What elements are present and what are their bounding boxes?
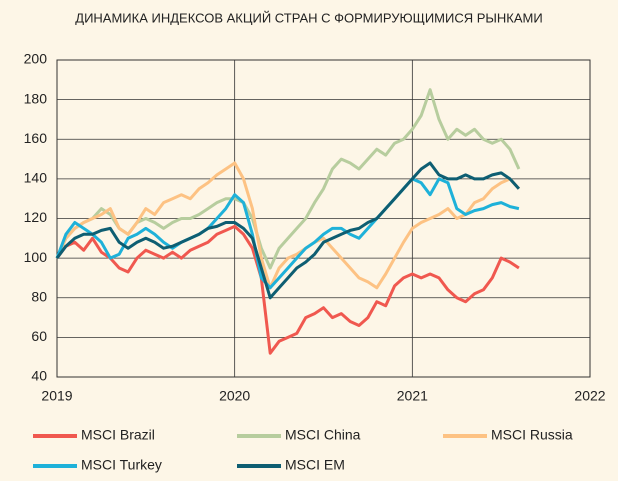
y-tick-label: 100 (24, 249, 48, 265)
x-tick-label: 2020 (219, 388, 250, 404)
series-line (55, 224, 520, 355)
y-tick-label: 80 (31, 288, 47, 304)
chart-title: ДИНАМИКА ИНДЕКСОВ АКЦИЙ СТРАН С ФОРМИРУЮ… (75, 10, 542, 25)
series-line (55, 177, 520, 290)
x-tick-label: 2021 (397, 388, 428, 404)
y-tick-label: 180 (24, 90, 48, 106)
series-line (55, 161, 521, 290)
y-tick-label: 60 (31, 328, 47, 344)
y-tick-label: 120 (24, 209, 48, 225)
y-tick-label: 40 (31, 368, 47, 384)
legend-label: MSCI Brazil (81, 427, 155, 443)
series-line (55, 161, 521, 300)
y-tick-label: 140 (24, 170, 48, 186)
y-tick-label: 160 (24, 130, 48, 146)
x-tick-label: 2019 (41, 388, 72, 404)
legend-label: MSCI Russia (491, 427, 573, 443)
legend-label: MSCI Turkey (81, 457, 162, 473)
legend-label: MSCI EM (285, 457, 345, 473)
legend-label: MSCI China (285, 427, 361, 443)
y-tick-label: 200 (24, 51, 48, 67)
x-tick-label: 2022 (574, 388, 605, 404)
